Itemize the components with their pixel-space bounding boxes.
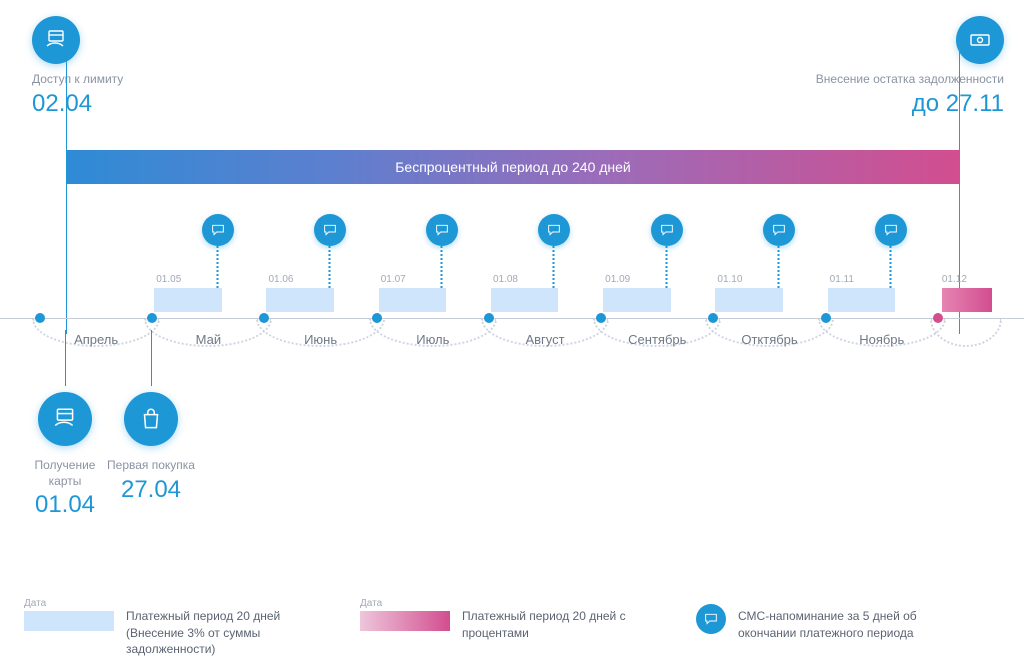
legend-sms-text: СМС-напоминание за 5 дней об окончании п… bbox=[738, 598, 948, 640]
month-date-label: 01.06 bbox=[268, 274, 293, 285]
month-name: Сентябрь bbox=[601, 332, 713, 347]
payment-bar bbox=[828, 288, 895, 312]
month-arc bbox=[930, 319, 1002, 347]
card-hand-icon bbox=[38, 392, 92, 446]
sms-reminder-icon bbox=[538, 214, 570, 246]
milestone-deposit: Внесение остатка задолженности до 27.11 bbox=[804, 16, 1004, 118]
milestone-access: Доступ к лимиту 02.04 bbox=[32, 16, 172, 118]
grace-period-bar: Беспроцентный период до 240 дней bbox=[66, 150, 960, 184]
month-date-label: 01.12 bbox=[942, 274, 967, 285]
payment-bar bbox=[266, 288, 333, 312]
timeline-infographic: Доступ к лимиту 02.04 Внесение остатка з… bbox=[0, 0, 1024, 671]
chat-icon bbox=[696, 604, 726, 634]
month-name: Август bbox=[489, 332, 601, 347]
month-date-label: 01.07 bbox=[381, 274, 406, 285]
month-name: Отктябрь bbox=[713, 332, 825, 347]
milestone-card-label: Получение карты bbox=[20, 458, 110, 489]
card-hand-icon bbox=[32, 16, 80, 64]
grace-period-text: Беспроцентный период до 240 дней bbox=[395, 159, 631, 175]
month-name: Ноябрь bbox=[826, 332, 938, 347]
month-date-label: 01.10 bbox=[717, 274, 742, 285]
legend-sms: СМС-напоминание за 5 дней об окончании п… bbox=[696, 598, 948, 657]
legend-pay-pink-text: Платежный период 20 дней с процентами bbox=[462, 598, 672, 640]
milestone-purchase-label: Первая покупка bbox=[106, 458, 196, 474]
month-date-label: 01.08 bbox=[493, 274, 518, 285]
month-cell: 01.12 bbox=[938, 200, 994, 380]
payment-bar bbox=[715, 288, 782, 312]
payment-bar bbox=[491, 288, 558, 312]
milestone-access-label: Доступ к лимиту bbox=[32, 72, 172, 88]
payment-bar bbox=[154, 288, 221, 312]
milestone-access-date: 02.04 bbox=[32, 90, 172, 118]
month-cell: Август 01.08 bbox=[489, 200, 601, 380]
shopping-bag-icon bbox=[124, 392, 178, 446]
payment-bar-interest bbox=[942, 288, 993, 312]
month-date-label: 01.05 bbox=[156, 274, 181, 285]
sms-reminder-icon bbox=[875, 214, 907, 246]
milestone-card-date: 01.04 bbox=[20, 491, 110, 519]
month-cell: Сентябрь 01.09 bbox=[601, 200, 713, 380]
legend: Дата Платежный период 20 дней (Внесение … bbox=[24, 598, 1000, 657]
milestone-deposit-date: до 27.11 bbox=[804, 90, 1004, 118]
sms-reminder-icon bbox=[651, 214, 683, 246]
legend-pay-blue-text: Платежный период 20 дней (Внесение 3% от… bbox=[126, 598, 336, 657]
month-cell: Отктябрь 01.10 bbox=[713, 200, 825, 380]
payment-bar bbox=[379, 288, 446, 312]
month-cell: Ноябрь 01.11 bbox=[826, 200, 938, 380]
sms-reminder-icon bbox=[426, 214, 458, 246]
milestone-card: Получение карты 01.04 bbox=[20, 330, 110, 519]
month-date-label: 01.11 bbox=[830, 274, 854, 285]
sms-reminder-icon bbox=[202, 214, 234, 246]
milestone-purchase: Первая покупка 27.04 bbox=[106, 330, 196, 504]
month-name: Июнь bbox=[264, 332, 376, 347]
legend-mini-date: Дата bbox=[24, 598, 114, 609]
sms-reminder-icon bbox=[763, 214, 795, 246]
money-icon bbox=[956, 16, 1004, 64]
legend-pay-blue: Дата Платежный период 20 дней (Внесение … bbox=[24, 598, 336, 657]
milestone-purchase-date: 27.04 bbox=[106, 476, 196, 504]
month-name: Июль bbox=[377, 332, 489, 347]
month-cell: Июнь 01.06 bbox=[264, 200, 376, 380]
sms-reminder-icon bbox=[314, 214, 346, 246]
month-cell: Июль 01.07 bbox=[377, 200, 489, 380]
month-date-label: 01.09 bbox=[605, 274, 630, 285]
milestone-deposit-label: Внесение остатка задолженности bbox=[804, 72, 1004, 88]
legend-mini-date: Дата bbox=[360, 598, 450, 609]
legend-pay-pink: Дата Платежный период 20 дней с процента… bbox=[360, 598, 672, 657]
payment-bar bbox=[603, 288, 670, 312]
